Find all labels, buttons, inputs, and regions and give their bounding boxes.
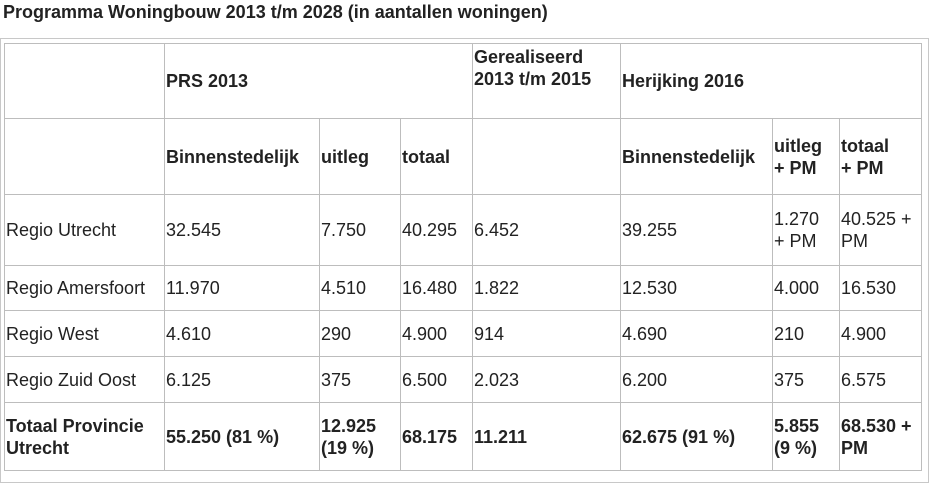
prs-uitleg-cell: 375 (319, 356, 401, 403)
her-uitleg-cell: 375 (772, 356, 840, 403)
her-uitleg-cell: 210 (772, 310, 840, 357)
prs-header: PRS 2013 (164, 43, 473, 119)
her-totaal-header: totaal + PM (839, 118, 922, 195)
gerealiseerd-line2: 2013 t/m 2015 (474, 69, 592, 89)
her-uitleg-header: uitleg + PM (772, 118, 840, 195)
total-her-uitleg-value: 5.855 (774, 415, 820, 436)
gerealiseerd-cell: 6.452 (472, 194, 621, 266)
total-her-uitleg-cell: 5.855 (9 %) (772, 402, 840, 471)
her-totaal-value: 40.525 + (841, 209, 912, 229)
gerealiseerd-cell: 1.822 (472, 265, 621, 311)
total-her-binnen-cell: 62.675 (91 %) (620, 402, 773, 471)
her-totaal-cell: 4.900 (839, 310, 922, 357)
total-row: Totaal Provincie Utrecht 55.250 (81 %) 12… (4, 402, 922, 471)
her-binnen-header: Binnenstedelijk (620, 118, 773, 195)
total-regio-cell: Totaal Provincie Utrecht (4, 402, 165, 471)
empty-subheader-cell (4, 118, 165, 195)
herijking-header: Herijking 2016 (620, 43, 922, 119)
prs-binnen-cell: 6.125 (164, 356, 320, 403)
her-uitleg-line1: uitleg (774, 135, 822, 156)
sub-header-row: Binnenstedelijk uitleg totaal Binnensted… (4, 118, 922, 195)
prs-totaal-cell: 16.480 (400, 265, 473, 311)
prs-totaal-cell: 4.900 (400, 310, 473, 357)
her-binnen-cell: 12.530 (620, 265, 773, 311)
prs-totaal-header: totaal (400, 118, 473, 195)
total-prs-binnen-cell: 55.250 (81 %) (164, 402, 320, 471)
her-binnen-cell: 6.200 (620, 356, 773, 403)
total-regio-line2: Utrecht (6, 437, 70, 458)
regio-cell: Regio Utrecht (4, 194, 165, 266)
her-uitleg-cell: 1.270 + PM (772, 194, 840, 266)
empty-header-cell (4, 43, 165, 119)
her-uitleg-cell: 4.000 (772, 265, 840, 311)
group-header-row: PRS 2013 Gerealiseerd 2013 t/m 2015 Herij… (4, 43, 922, 119)
prs-binnen-cell: 11.970 (164, 265, 320, 311)
total-prs-totaal-cell: 68.175 (400, 402, 473, 471)
prs-binnen-cell: 32.545 (164, 194, 320, 266)
total-gerealiseerd-cell: 11.211 (472, 402, 621, 471)
her-uitleg-suffix: + PM (774, 231, 817, 251)
her-totaal-line1: totaal (841, 135, 890, 156)
table-row: Regio Zuid Oost 6.125 375 6.500 2.023 6.… (4, 356, 922, 403)
her-uitleg-value: 1.270 (774, 209, 820, 229)
her-uitleg-line2: + PM (774, 157, 817, 178)
gerealiseerd-header: Gerealiseerd 2013 t/m 2015 (472, 43, 621, 119)
prs-binnen-header: Binnenstedelijk (164, 118, 320, 195)
table-row: Regio Utrecht 32.545 7.750 40.295 6.452 … (4, 194, 922, 266)
empty-gerealiseerd-subheader (472, 118, 621, 195)
prs-totaal-cell: 40.295 (400, 194, 473, 266)
her-totaal-cell: 16.530 (839, 265, 922, 311)
gerealiseerd-line1: Gerealiseerd (474, 47, 584, 67)
prs-uitleg-cell: 290 (319, 310, 401, 357)
total-her-totaal-value: 68.530 + (841, 415, 912, 436)
gerealiseerd-cell: 914 (472, 310, 621, 357)
total-her-uitleg-percent: (9 %) (774, 437, 818, 458)
table-row: Regio Amersfoort 11.970 4.510 16.480 1.8… (4, 265, 922, 311)
her-totaal-cell: 6.575 (839, 356, 922, 403)
regio-cell: Regio Zuid Oost (4, 356, 165, 403)
prs-uitleg-cell: 4.510 (319, 265, 401, 311)
total-her-totaal-cell: 68.530 + PM (839, 402, 922, 471)
prs-uitleg-cell: 7.750 (319, 194, 401, 266)
total-prs-uitleg-cell: 12.925 (19 %) (319, 402, 401, 471)
prs-binnen-cell: 4.610 (164, 310, 320, 357)
gerealiseerd-cell: 2.023 (472, 356, 621, 403)
prs-uitleg-header: uitleg (319, 118, 401, 195)
regio-cell: Regio Amersfoort (4, 265, 165, 311)
her-binnen-cell: 4.690 (620, 310, 773, 357)
her-totaal-cell: 40.525 + PM (839, 194, 922, 266)
total-regio-line1: Totaal Provincie (6, 415, 144, 436)
table-row: Regio West 4.610 290 4.900 914 4.690 210… (4, 310, 922, 357)
regio-cell: Regio West (4, 310, 165, 357)
her-totaal-suffix: PM (841, 231, 868, 251)
total-prs-uitleg-percent: (19 %) (321, 437, 375, 458)
table-frame (0, 38, 929, 483)
her-totaal-line2: + PM (841, 157, 884, 178)
total-prs-uitleg-value: 12.925 (321, 415, 377, 436)
page-title: Programma Woningbouw 2013 t/m 2028 (in a… (3, 2, 548, 22)
prs-totaal-cell: 6.500 (400, 356, 473, 403)
woningbouw-table: PRS 2013 Gerealiseerd 2013 t/m 2015 Herij… (4, 43, 922, 471)
her-binnen-cell: 39.255 (620, 194, 773, 266)
total-her-totaal-suffix: PM (841, 437, 868, 458)
